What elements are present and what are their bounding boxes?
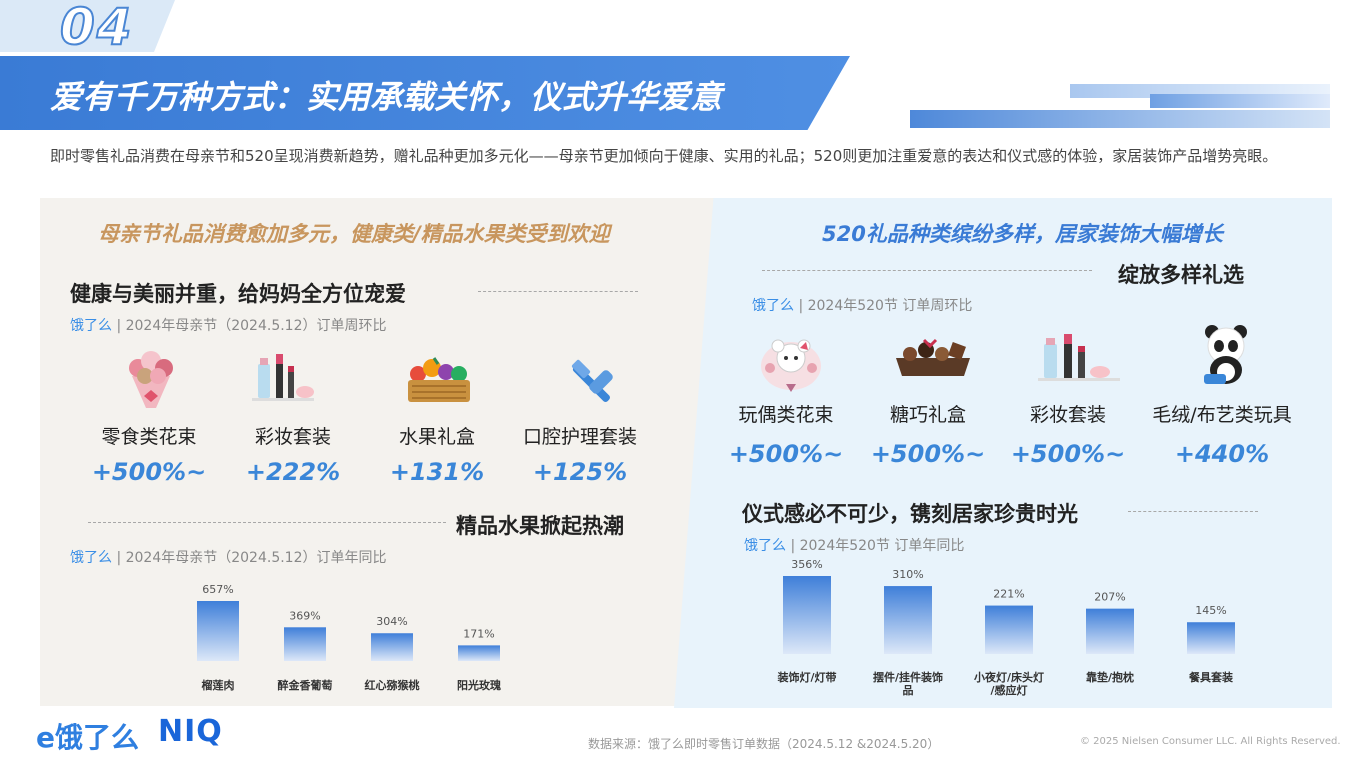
- dashed-divider: [1128, 511, 1258, 512]
- category-label: 玩偶类花束: [738, 404, 834, 426]
- bar: [1187, 622, 1235, 654]
- source-detail: | 2024年520节 订单周环比: [794, 298, 973, 314]
- makeup-set-icon: [1038, 334, 1120, 381]
- bar: [1086, 608, 1134, 654]
- right-section2-source: 饿了么 | 2024年520节 订单年同比: [744, 535, 964, 555]
- data-source-note: 数据来源：饿了么即时零售订单数据（2024.5.12 &2024.5.20）: [588, 737, 940, 751]
- growth-value: +500%~: [728, 440, 844, 468]
- left-section2-title: 精品水果掀起热潮: [456, 514, 624, 538]
- niq-logo: NIQ: [158, 714, 223, 749]
- source-detail: | 2024年母亲节（2024.5.12）订单年同比: [112, 550, 387, 566]
- category-label: 毛绒/布艺类玩具: [1152, 404, 1292, 426]
- bar-value-label: 304%: [376, 615, 407, 628]
- category-label: 彩妆套装: [254, 426, 331, 448]
- right-panel-heading: 520礼品种类缤纷多样，居家装饰大幅增长: [822, 222, 1223, 246]
- category-label: 零食类花束: [101, 426, 197, 448]
- bar-category-label: 摆件/挂件装饰品: [873, 670, 943, 697]
- bar-value-label: 221%: [993, 588, 1024, 601]
- bar-category-label: 阳光玫瑰: [457, 678, 501, 692]
- chocolate-box-icon: [896, 338, 970, 376]
- eleme-logo: e饿了么: [36, 721, 139, 754]
- source-brand: 饿了么: [70, 318, 112, 334]
- copyright: © 2025 Nielsen Consumer LLC. All Rights …: [1080, 736, 1341, 747]
- bar-category-label: 装饰灯/灯带: [776, 670, 836, 684]
- bar-value-label: 356%: [791, 558, 822, 571]
- bar: [197, 601, 239, 661]
- title-bar: 爱有千万种方式：实用承载关怀，仪式升华爱意: [0, 56, 850, 130]
- source-detail: | 2024年520节 订单年同比: [786, 538, 965, 554]
- panda-toy-icon: [1204, 325, 1247, 384]
- right-section2-title: 仪式感必不可少，镌刻居家珍贵时光: [742, 502, 1078, 526]
- page-title: 爱有千万种方式：实用承载关怀，仪式升华爱意: [50, 78, 723, 116]
- bar: [985, 605, 1033, 654]
- bar-category-label: 小夜灯/床头灯/感应灯: [973, 670, 1044, 697]
- source-detail: | 2024年母亲节（2024.5.12）订单周环比: [112, 318, 387, 334]
- bar: [884, 586, 932, 654]
- growth-value: +131%: [389, 458, 485, 486]
- bar-category-label: 红心猕猴桃: [365, 678, 420, 692]
- growth-value: +222%: [245, 458, 341, 486]
- bar: [284, 627, 326, 661]
- bar-category-label: 榴莲肉: [202, 678, 235, 692]
- growth-value: +125%: [532, 458, 628, 486]
- bar: [783, 576, 831, 654]
- decorative-stripe: [1150, 94, 1330, 108]
- bar-category-label: 靠垫/抱枕: [1086, 670, 1134, 684]
- source-brand: 饿了么: [70, 550, 112, 566]
- fruit-basket-icon: [408, 357, 470, 402]
- right-section1-source: 饿了么 | 2024年520节 订单周环比: [752, 295, 972, 315]
- makeup-set-icon: [252, 354, 314, 401]
- source-brand: 饿了么: [744, 538, 786, 554]
- doll-bouquet-icon: [761, 339, 821, 392]
- category-label: 水果礼盒: [398, 426, 475, 448]
- mothers-day-panel: [40, 198, 718, 706]
- growth-value: +440%: [1174, 440, 1270, 468]
- left-section1-source: 饿了么 | 2024年母亲节（2024.5.12）订单周环比: [70, 315, 387, 335]
- page-number: 04: [59, 0, 134, 56]
- growth-value: +500%~: [1010, 440, 1126, 468]
- bar-category-label: 醉金香葡萄: [278, 678, 333, 692]
- category-label: 糖巧礼盒: [889, 404, 966, 426]
- bar-category-label: 餐具套装: [1188, 670, 1233, 684]
- right-section1-title: 绽放多样礼选: [1118, 263, 1244, 287]
- left-panel-heading: 母亲节礼品消费愈加多元，健康类/精品水果类受到欢迎: [98, 222, 610, 246]
- source-brand: 饿了么: [752, 298, 794, 314]
- intro-text: 即时零售礼品消费在母亲节和520呈现消费新趋势，赠礼品种更加多元化——母亲节更加…: [50, 147, 1278, 165]
- bar: [371, 633, 413, 661]
- left-section1-title: 健康与美丽并重，给妈妈全方位宠爱: [70, 282, 406, 306]
- page-number-tab: 04: [0, 0, 175, 52]
- category-label: 彩妆套装: [1029, 404, 1106, 426]
- left-section2-source: 饿了么 | 2024年母亲节（2024.5.12）订单年同比: [70, 547, 387, 567]
- bar-value-label: 310%: [892, 568, 923, 581]
- flower-bouquet-icon: [129, 351, 173, 408]
- growth-value: +500%~: [870, 440, 986, 468]
- dashed-divider: [478, 291, 638, 292]
- bar-value-label: 171%: [463, 627, 494, 640]
- category-label: 口腔护理套装: [522, 426, 637, 448]
- growth-value: +500%~: [91, 458, 207, 486]
- dashed-divider: [762, 270, 1092, 271]
- bar-value-label: 207%: [1094, 591, 1125, 604]
- decorative-stripe: [910, 110, 1330, 128]
- dashed-divider: [88, 522, 446, 523]
- bar-value-label: 369%: [289, 609, 320, 622]
- bar: [458, 645, 500, 661]
- bar-value-label: 657%: [202, 583, 233, 596]
- bar-value-label: 145%: [1195, 604, 1226, 617]
- oral-care-icon: [571, 359, 613, 402]
